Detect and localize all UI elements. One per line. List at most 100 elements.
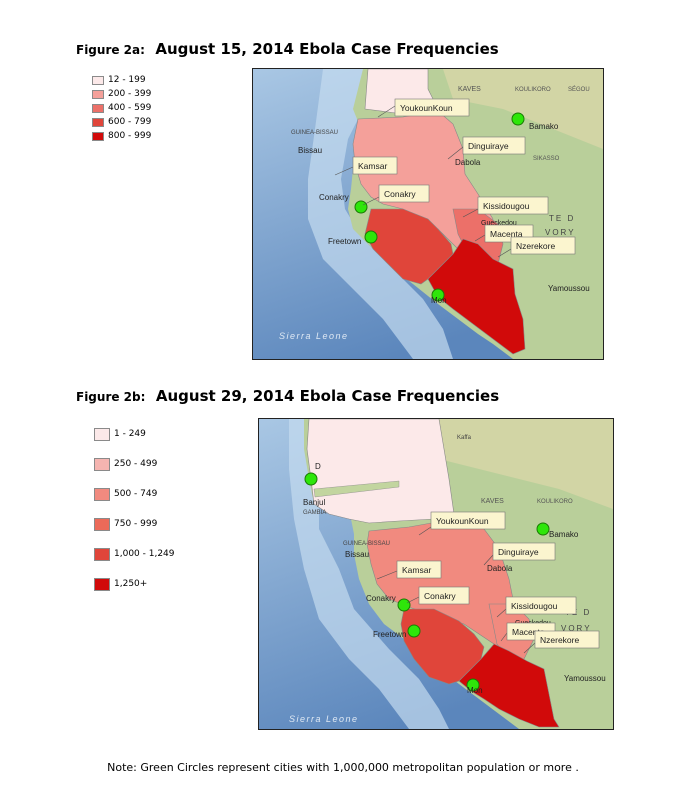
label-bissau: Bissau xyxy=(298,146,322,155)
callout-nzerekore[interactable]: Nzerekore xyxy=(497,236,576,258)
legend-swatch xyxy=(94,547,110,561)
legend-swatch xyxy=(94,427,110,441)
label-yamoussoukro: Yamoussou xyxy=(548,284,590,293)
callout-dinguiraye[interactable]: Dinguiraye xyxy=(447,136,526,160)
figure-2a-legend: 12 - 199 200 - 399 400 - 599 600 - 799 8… xyxy=(92,73,151,143)
label-monrovia: Mon xyxy=(467,686,483,695)
callout-kamsar[interactable]: Kamsar xyxy=(376,560,442,580)
label-freetown: Freetown xyxy=(328,237,361,246)
city-marker-conakry[interactable] xyxy=(354,200,368,214)
city-marker-freetown[interactable] xyxy=(407,624,421,638)
label-sea: Sierra Leone xyxy=(279,331,349,341)
label-kaves: KAVES xyxy=(481,498,504,505)
callout-kissidougou[interactable]: Kissidougou xyxy=(462,196,549,218)
label-conakry-city: Conakry xyxy=(319,193,349,202)
label-kaves: KAVES xyxy=(458,86,481,93)
legend-label: 250 - 499 xyxy=(114,459,158,469)
callout-label: Conakry xyxy=(424,591,456,601)
label-bissau: Bissau xyxy=(345,550,369,559)
sahel-shading xyxy=(443,69,603,149)
callout-label: YoukounKoun xyxy=(400,103,453,113)
callout-label: Kamsar xyxy=(358,161,387,171)
label-bamako: Bamako xyxy=(549,530,579,539)
region-gambia xyxy=(313,480,400,498)
callout-label: YoukounKoun xyxy=(436,516,489,526)
figure-2b-map[interactable]: D Banjul GAMBIA Kaffa KAVES KOULIKORO Ba… xyxy=(258,418,614,730)
legend-label: 600 - 799 xyxy=(108,117,152,127)
callout-label: Conakry xyxy=(384,189,416,199)
callout-kissidougou[interactable]: Kissidougou xyxy=(496,596,577,618)
callout-label: Kissidougou xyxy=(511,601,558,611)
region-senegal xyxy=(306,419,455,524)
label-koulikoro: KOULIKORO xyxy=(515,87,551,93)
city-marker-monrovia[interactable] xyxy=(431,288,445,302)
legend-item: 500 - 749 xyxy=(94,479,175,509)
city-marker-monrovia[interactable] xyxy=(466,678,480,692)
legend-swatch xyxy=(94,577,110,591)
city-marker-conakry[interactable] xyxy=(397,598,411,612)
legend-item: 750 - 999 xyxy=(94,509,175,539)
label-yamoussoukro: Yamoussou xyxy=(564,674,606,683)
callout-youkounkoun[interactable]: YoukounKoun xyxy=(418,511,506,536)
label-segou: SÉGOU xyxy=(568,86,590,93)
legend-swatch xyxy=(92,117,104,127)
figure-2a-map[interactable]: KAVES KOULIKORO SÉGOU Bamako SIKASSO GUI… xyxy=(252,68,604,360)
callout-youkounkoun[interactable]: YoukounKoun xyxy=(377,98,470,118)
legend-label: 800 - 999 xyxy=(108,131,152,141)
label-gueckedou: Gueckedou xyxy=(481,220,517,227)
callout-label: Macenta xyxy=(490,229,523,239)
legend-swatch xyxy=(92,131,104,141)
figure-2b-heading: August 29, 2014 Ebola Case Frequencies xyxy=(155,387,500,405)
label-cote: TE D xyxy=(565,608,591,617)
legend-label: 1,250+ xyxy=(114,579,148,589)
legend-label: 750 - 999 xyxy=(114,519,158,529)
legend-item: 1,250+ xyxy=(94,569,175,599)
legend-swatch xyxy=(92,89,104,99)
legend-item: 800 - 999 xyxy=(92,129,151,143)
legend-item: 400 - 599 xyxy=(92,101,151,115)
legend-item: 250 - 499 xyxy=(94,449,175,479)
legend-swatch xyxy=(92,103,104,113)
region-liberia xyxy=(427,238,526,355)
legend-item: 600 - 799 xyxy=(92,115,151,129)
region-liberia xyxy=(458,643,560,728)
callout-label: Kissidougou xyxy=(483,201,530,211)
callout-label: Nzerekore xyxy=(516,241,555,251)
callout-conakry[interactable]: Conakry xyxy=(362,184,430,206)
callout-kamsar[interactable]: Kamsar xyxy=(334,156,398,176)
legend-item: 200 - 399 xyxy=(92,87,151,101)
city-marker-bamako[interactable] xyxy=(511,112,525,126)
sahel-shading xyxy=(429,419,613,509)
callout-nzerekore[interactable]: Nzerekore xyxy=(523,630,600,654)
label-banjul: Banjul xyxy=(303,498,325,507)
legend-swatch xyxy=(92,75,104,85)
city-marker-banjul[interactable] xyxy=(304,472,318,486)
label-guinea-bissau: GUINEA-BISSAU xyxy=(291,130,338,136)
city-marker-bamako[interactable] xyxy=(536,522,550,536)
legend-label: 1 - 249 xyxy=(114,429,146,439)
legend-label: 12 - 199 xyxy=(108,75,146,85)
label-dabola: Dabola xyxy=(487,564,513,573)
figure-2b-title: Figure 2b: August 29, 2014 Ebola Case Fr… xyxy=(76,387,499,406)
label-dabola: Dabola xyxy=(455,158,481,167)
figure-2a-title: Figure 2a: August 15, 2014 Ebola Case Fr… xyxy=(76,40,499,59)
legend-swatch xyxy=(94,487,110,501)
legend-label: 200 - 399 xyxy=(108,89,152,99)
continental-shelf xyxy=(308,69,453,359)
legend-label: 500 - 749 xyxy=(114,489,158,499)
figure-2b-legend: 1 - 249 250 - 499 500 - 749 750 - 999 1,… xyxy=(94,419,175,599)
legend-label: 1,000 - 1,249 xyxy=(114,549,175,559)
city-marker-freetown[interactable] xyxy=(364,230,378,244)
callout-conakry[interactable]: Conakry xyxy=(406,586,470,605)
callout-label: Dinguiraye xyxy=(468,141,509,151)
label-kaffa: Kaffa xyxy=(457,435,472,441)
label-gambia: GAMBIA xyxy=(303,510,326,516)
label-koulikoro: KOULIKORO xyxy=(537,499,573,505)
callout-dinguiraye[interactable]: Dinguiraye xyxy=(483,542,556,566)
legend-item: 1,000 - 1,249 xyxy=(94,539,175,569)
legend-item: 1 - 249 xyxy=(94,419,175,449)
label-sikasso: SIKASSO xyxy=(533,156,560,162)
label-ivory: VORY xyxy=(545,228,576,237)
legend-swatch xyxy=(94,457,110,471)
callout-label: Macenta xyxy=(512,627,545,637)
